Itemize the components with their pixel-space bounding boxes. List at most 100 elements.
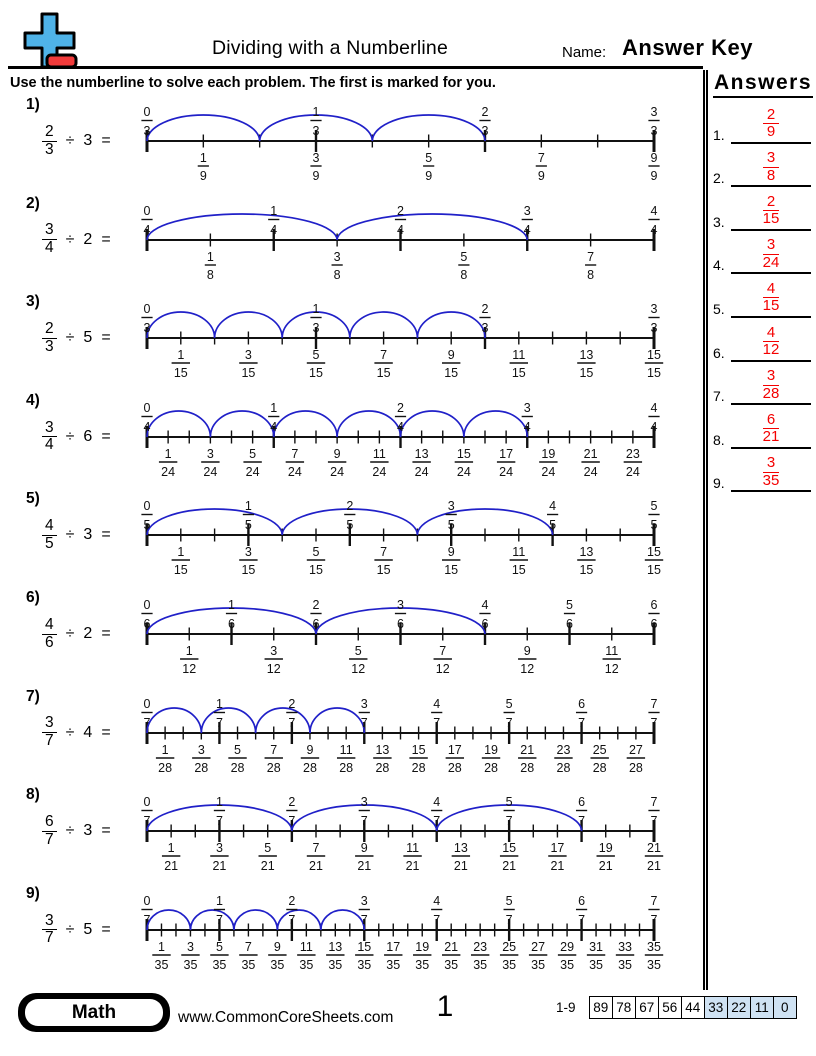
svg-text:24: 24 <box>584 465 598 479</box>
minus-icon <box>45 53 78 69</box>
svg-text:3: 3 <box>207 447 214 461</box>
answer-denominator: 9 <box>766 123 776 141</box>
svg-text:7: 7 <box>538 151 545 165</box>
svg-text:7: 7 <box>433 716 440 730</box>
svg-text:15: 15 <box>174 366 188 380</box>
svg-text:11: 11 <box>512 545 525 559</box>
svg-text:21: 21 <box>520 743 534 757</box>
svg-text:35: 35 <box>473 958 487 972</box>
problem-number: 2) <box>26 194 40 212</box>
svg-text:35: 35 <box>444 958 458 972</box>
svg-text:6: 6 <box>228 617 235 631</box>
svg-text:3: 3 <box>361 697 368 711</box>
jump-arc <box>272 409 338 437</box>
svg-text:24: 24 <box>203 465 217 479</box>
svg-text:13: 13 <box>454 841 468 855</box>
svg-text:12: 12 <box>182 662 196 676</box>
division-operator: ÷ <box>65 822 75 840</box>
svg-text:1: 1 <box>177 545 184 559</box>
svg-text:5: 5 <box>651 499 658 513</box>
svg-text:3: 3 <box>144 124 151 138</box>
svg-text:5: 5 <box>144 518 151 532</box>
svg-text:3: 3 <box>361 795 368 809</box>
svg-text:12: 12 <box>436 662 450 676</box>
equals-sign: = <box>101 132 111 149</box>
svg-text:9: 9 <box>651 151 658 165</box>
svg-text:1: 1 <box>158 940 165 954</box>
svg-text:9: 9 <box>524 644 531 658</box>
svg-text:7: 7 <box>144 913 151 927</box>
svg-text:2: 2 <box>288 697 295 711</box>
equals-sign: = <box>101 526 111 544</box>
answer-fraction: 3 35 <box>763 455 780 489</box>
svg-text:1: 1 <box>270 401 277 415</box>
svg-text:2: 2 <box>397 401 404 415</box>
answer-blank-line: 4 15 <box>731 280 811 318</box>
top-fraction-labels: 0 3 1 3 2 3 3 3 <box>141 105 660 138</box>
svg-text:15: 15 <box>241 563 255 577</box>
svg-text:7: 7 <box>433 913 440 927</box>
svg-text:3: 3 <box>245 348 252 362</box>
svg-text:4: 4 <box>651 401 658 415</box>
svg-text:5: 5 <box>506 697 513 711</box>
division-operator: ÷ <box>65 132 75 149</box>
svg-text:5: 5 <box>506 894 513 908</box>
jump-arc <box>146 212 338 240</box>
score-box: 67 <box>634 996 659 1019</box>
jump-arc <box>146 114 261 142</box>
svg-text:21: 21 <box>164 859 178 873</box>
svg-text:7: 7 <box>216 814 223 828</box>
svg-text:5: 5 <box>313 545 320 559</box>
score-box: 22 <box>726 996 751 1019</box>
problem-expression: 2 3 ÷ 3 = <box>42 119 111 163</box>
answer-numerator: 4 <box>762 324 780 343</box>
dividend-numerator: 4 <box>42 517 57 536</box>
svg-text:24: 24 <box>288 465 302 479</box>
svg-text:1: 1 <box>200 151 207 165</box>
svg-text:21: 21 <box>261 859 275 873</box>
jump-arc <box>315 607 486 635</box>
divisor: 5 <box>83 920 93 938</box>
svg-text:0: 0 <box>144 697 151 711</box>
score-box: 78 <box>611 996 636 1019</box>
svg-text:3: 3 <box>448 499 455 513</box>
answer-number: 7. <box>713 388 725 405</box>
numberline: 0717273747576777135335535735935113513351… <box>141 894 664 972</box>
svg-text:15: 15 <box>647 348 661 362</box>
svg-text:28: 28 <box>484 761 498 775</box>
dividend-denominator: 4 <box>45 436 54 454</box>
svg-text:19: 19 <box>415 940 429 954</box>
svg-text:4: 4 <box>651 420 658 434</box>
svg-text:7: 7 <box>288 913 295 927</box>
answer-item: 6. 4 12 <box>713 318 811 362</box>
svg-text:21: 21 <box>502 859 516 873</box>
equals-sign: = <box>101 822 111 840</box>
problem-expression: 4 5 ÷ 3 = <box>42 513 111 557</box>
svg-text:35: 35 <box>299 958 313 972</box>
svg-text:3: 3 <box>245 545 252 559</box>
dividend-denominator: 3 <box>45 337 54 355</box>
svg-text:28: 28 <box>194 761 208 775</box>
svg-text:6: 6 <box>397 617 404 631</box>
svg-text:4: 4 <box>433 795 440 809</box>
bottom-fraction-labels: 1 15 3 15 5 15 7 15 9 15 11 15 13 15 15 15 <box>171 545 664 577</box>
svg-text:28: 28 <box>520 761 534 775</box>
equals-sign: = <box>101 625 111 642</box>
svg-text:7: 7 <box>380 348 387 362</box>
score-box: 56 <box>657 996 682 1019</box>
svg-text:15: 15 <box>647 366 661 380</box>
svg-text:1: 1 <box>165 447 172 461</box>
svg-text:28: 28 <box>375 761 389 775</box>
division-operator: ÷ <box>65 920 75 938</box>
svg-text:7: 7 <box>288 814 295 828</box>
svg-text:3: 3 <box>651 302 658 316</box>
svg-text:1: 1 <box>207 250 214 264</box>
svg-text:1: 1 <box>162 743 169 757</box>
svg-text:15: 15 <box>377 366 391 380</box>
